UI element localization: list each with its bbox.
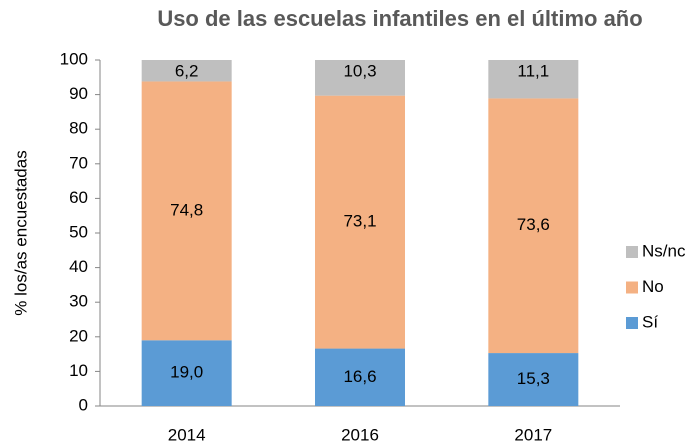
data-label: 73,1: [343, 212, 376, 231]
legend-swatch: [626, 317, 638, 329]
y-tick-label: 80: [69, 119, 88, 138]
y-tick-label: 10: [69, 361, 88, 380]
bar-segment: [315, 95, 405, 349]
y-tick-label: 60: [69, 188, 88, 207]
y-tick-label: 20: [69, 326, 88, 345]
legend-label: Ns/nc: [642, 241, 686, 260]
y-tick-label: 40: [69, 257, 88, 276]
bar-segment: [141, 81, 232, 341]
data-label: 19,0: [170, 363, 203, 382]
legend-label: Sí: [642, 312, 658, 331]
data-label: 74,8: [170, 200, 203, 219]
data-label: 15,3: [517, 369, 550, 388]
data-label: 73,6: [517, 215, 550, 234]
chart-title: Uso de las escuelas infantiles en el últ…: [157, 6, 642, 31]
y-tick-label: 90: [69, 84, 88, 103]
data-label: 10,3: [343, 61, 376, 80]
legend-swatch: [626, 281, 638, 294]
bar-segment: [488, 60, 579, 99]
y-tick-label: 70: [69, 153, 88, 172]
bar-segment: [315, 348, 405, 406]
x-tick-label: 2014: [168, 425, 206, 444]
data-label: 6,2: [175, 61, 199, 80]
data-label: 11,1: [517, 61, 549, 80]
legend-swatch: [626, 246, 638, 258]
y-tick-label: 0: [79, 395, 88, 414]
bar-segment: [488, 353, 579, 406]
y-tick-label: 30: [69, 292, 88, 311]
bar-segment: [141, 340, 232, 406]
x-tick-label: 2017: [514, 425, 552, 444]
x-tick-label: 2016: [341, 425, 379, 444]
y-axis-label: % los/as encuestadas: [11, 150, 30, 315]
bar-segment: [488, 98, 579, 354]
y-tick-label: 100: [60, 49, 88, 68]
legend-label: No: [642, 277, 664, 296]
bar-segment: [141, 60, 232, 82]
data-label: 16,6: [343, 367, 376, 386]
bar-segment: [315, 60, 405, 96]
y-tick-label: 50: [69, 222, 88, 241]
